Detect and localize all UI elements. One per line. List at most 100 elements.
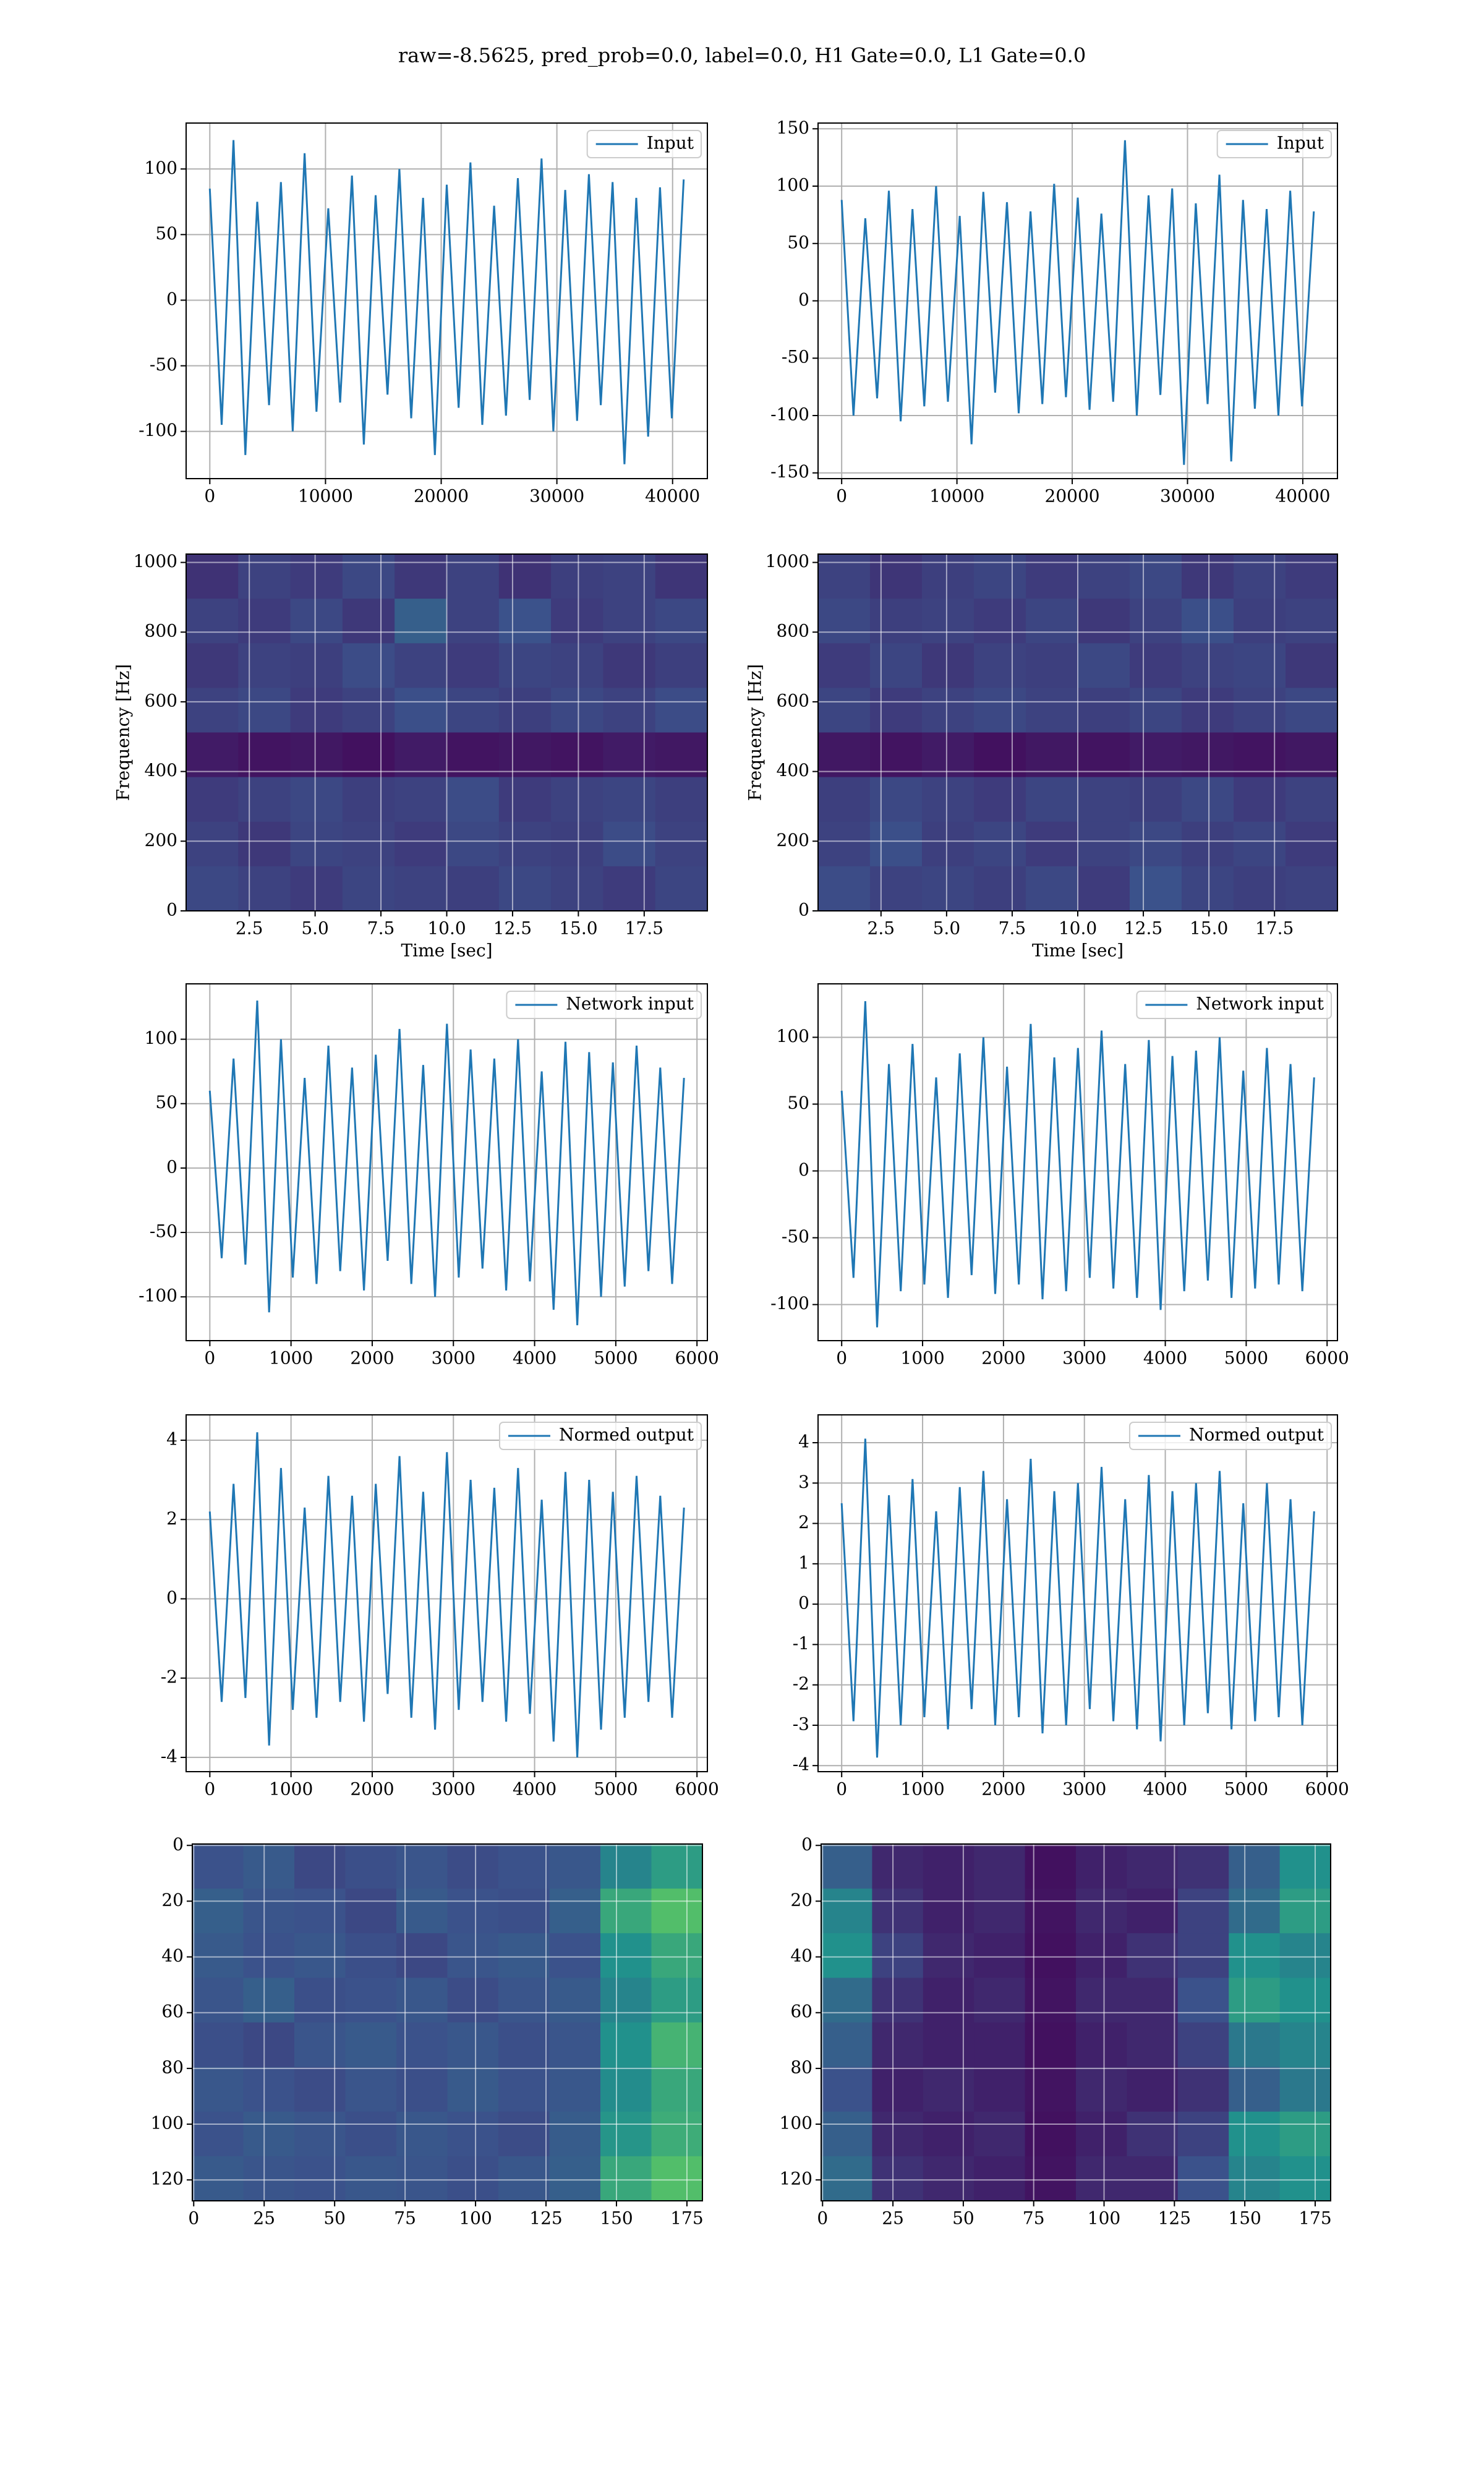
y-tick-label: 1: [798, 1552, 809, 1573]
x-tick-label: 125: [1158, 2208, 1191, 2229]
heatmap-cell: [818, 643, 871, 688]
subplot: 0 1000 2000 3000 4000 5000 6000 -4 -3 -2 -1 0 1 2 3 4 No…: [793, 1414, 1349, 1799]
heatmap-cell: [1229, 2111, 1281, 2157]
y-tick-label: 1000: [134, 551, 177, 571]
legend: Input: [1216, 130, 1332, 158]
x-tick-label: 1000: [269, 1348, 313, 1368]
y-tick-label: 100: [777, 1026, 809, 1046]
heatmap-cell: [551, 599, 603, 644]
heatmap-cell: [290, 688, 343, 733]
heatmap-cell: [1229, 2156, 1281, 2201]
y-tick-label: 0: [166, 900, 177, 920]
heatmap-cell: [1234, 732, 1286, 778]
y-tick-label: 80: [161, 2057, 184, 2077]
heatmap-cell: [821, 1933, 872, 1978]
heatmap-cell: [872, 2022, 924, 2068]
heatmap-cell: [1025, 2022, 1077, 2068]
legend-label: Input: [1277, 133, 1324, 153]
heatmap-cell: [600, 1978, 652, 2023]
heatmap-cell: [1286, 732, 1338, 778]
x-tick-label: 75: [1023, 2208, 1045, 2229]
heatmap-cell: [1130, 599, 1182, 644]
heatmap-cell: [396, 1844, 448, 1889]
x-tick-label: 5000: [594, 1348, 638, 1368]
heatmap-cell: [1026, 643, 1078, 688]
heatmap-cell: [872, 2156, 924, 2201]
heatmap-cell: [243, 1889, 295, 1934]
heatmap-cell: [342, 688, 395, 733]
heatmap-cell: [345, 1844, 397, 1889]
y-tick-label: -100: [770, 1293, 809, 1313]
x-axis-label: Time [sec]: [401, 941, 492, 961]
heatmap-cell: [498, 599, 552, 644]
x-tick-label: 20000: [414, 486, 469, 506]
heatmap-cell: [290, 643, 343, 688]
heatmap-cell: [1127, 2156, 1179, 2201]
heatmap-cell: [243, 2067, 295, 2112]
y-tick-label: -100: [139, 1286, 177, 1306]
legend-label: Normed output: [559, 1425, 694, 1445]
heatmap-cell: [600, 1844, 652, 1889]
heatmap-cell: [922, 777, 974, 822]
x-tick-label: 50: [952, 2208, 974, 2229]
y-tick-label: -100: [139, 420, 177, 440]
heatmap-cell: [1182, 866, 1234, 911]
heatmap-cell: [1026, 732, 1078, 778]
heatmap-cell: [1130, 866, 1182, 911]
y-tick-label: 0: [798, 289, 809, 310]
heatmap-cell: [549, 2022, 601, 2068]
y-tick-label: 400: [145, 760, 177, 780]
heatmap-cell: [342, 821, 395, 867]
heatmap-cell: [1229, 1889, 1281, 1934]
heatmap-cell: [1234, 643, 1286, 688]
heatmap-cell: [870, 777, 923, 822]
heatmap-cell: [1234, 599, 1286, 644]
heatmap-cell: [923, 1844, 974, 1889]
heatmap-cell: [870, 732, 923, 778]
legend: Normed output: [498, 1422, 702, 1450]
heatmap-cell: [549, 2156, 601, 2201]
heatmap-cell: [294, 2156, 346, 2201]
x-tick-label: 2.5: [236, 918, 263, 939]
x-tick-label: 2.5: [868, 918, 895, 939]
subplot: 0 1000 2000 3000 4000 5000 6000 -4 -2 0 2 4 Normed o…: [161, 1414, 719, 1799]
x-tick-label: 3000: [432, 1348, 475, 1368]
heatmap-cell: [186, 777, 239, 822]
x-tick-label: 6000: [1305, 1348, 1349, 1368]
heatmap-cell: [974, 866, 1026, 911]
legend-box: [586, 130, 702, 158]
heatmap-cell: [974, 2022, 1026, 2068]
heatmap-cell: [870, 821, 923, 867]
x-tick-label: 6000: [675, 1779, 719, 1799]
heatmap-cell: [551, 732, 603, 778]
heatmap-cell: [1026, 866, 1078, 911]
heatmap-cell: [974, 599, 1026, 644]
heatmap-cell: [870, 554, 923, 599]
heatmap-cell: [549, 2067, 601, 2112]
heatmap-cell: [294, 1978, 346, 2023]
series-line: [840, 1001, 1315, 1328]
heatmap-cell: [290, 821, 343, 867]
heatmap-cell: [186, 688, 239, 733]
heatmap-cell: [1286, 866, 1338, 911]
y-tick-label: 20: [161, 1890, 184, 1910]
y-tick-label: 0: [798, 900, 809, 920]
heatmap-cell: [238, 688, 291, 733]
heatmap-cell: [1130, 732, 1182, 778]
heatmap-cell: [1076, 2156, 1127, 2201]
legend-box: [498, 1422, 702, 1450]
y-tick-label: -3: [793, 1714, 809, 1734]
heatmap-cell: [821, 2111, 872, 2157]
heatmap-cell: [1076, 1889, 1127, 1934]
heatmap-cell: [922, 554, 974, 599]
series-line: [840, 140, 1315, 465]
x-tick-label: 5.0: [933, 918, 961, 939]
heatmap-cell: [394, 777, 448, 822]
y-tick-label: 0: [798, 1593, 809, 1613]
y-tick-label: 0: [173, 1834, 184, 1855]
heatmap-cell: [243, 2111, 295, 2157]
x-tick-label: 3000: [1062, 1779, 1106, 1799]
heatmap-cell: [447, 1933, 499, 1978]
heatmap-cell: [655, 599, 708, 644]
y-tick-label: 3: [798, 1472, 809, 1492]
